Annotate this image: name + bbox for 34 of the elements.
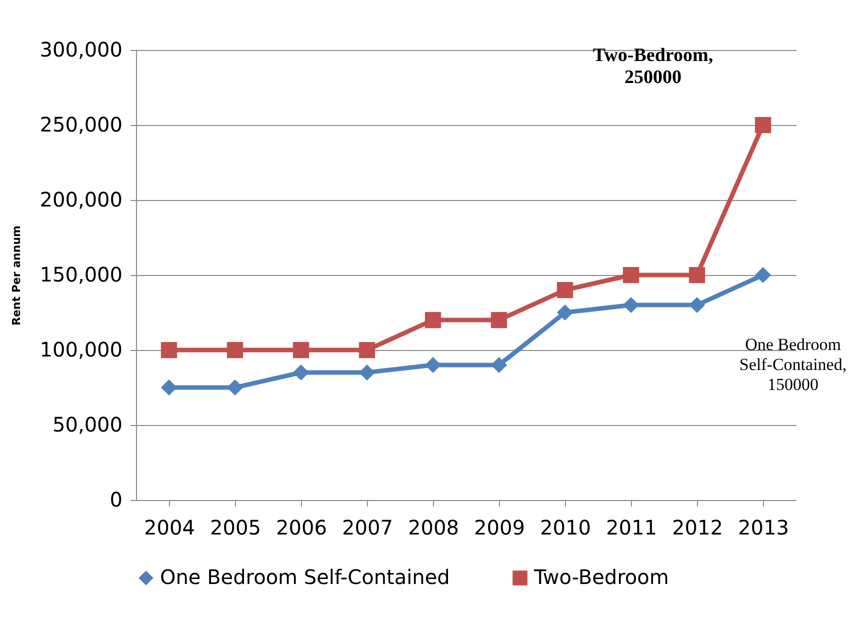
y-tick-label: 0	[110, 488, 122, 512]
y-axis-title: Rent Per annum	[10, 225, 23, 326]
x-tick-label: 2009	[474, 516, 525, 540]
x-tick-label: 2011	[606, 516, 657, 540]
legend-label: Two-Bedroom	[533, 565, 669, 589]
annotation: One Bedroom Self-Contained, 150000	[739, 335, 847, 394]
y-tick-label: 100,000	[40, 338, 122, 362]
point	[556, 282, 574, 298]
point	[688, 266, 706, 284]
y-tick-label: 300,000	[40, 38, 122, 62]
x-tick-label: 2004	[144, 516, 195, 540]
point	[622, 266, 640, 284]
y-tick-label: 200,000	[40, 188, 122, 212]
x-tick-label: 2005	[210, 516, 261, 540]
annotation: Two-Bedroom, 250000	[592, 45, 714, 88]
y-tick-label: 250,000	[40, 112, 122, 136]
point	[556, 304, 574, 321]
legend-label: One Bedroom Self-Contained	[160, 565, 450, 589]
point	[160, 342, 178, 358]
point	[754, 116, 772, 134]
x-tick-label: 2008	[408, 516, 459, 540]
y-tick-label: 50,000	[52, 412, 122, 436]
x-tick-label: 2007	[342, 516, 393, 540]
x-tick-label: 2010	[540, 516, 591, 540]
x-tick-label: 2006	[276, 516, 327, 540]
point	[358, 342, 376, 358]
x-tick-label: 2013	[738, 516, 789, 540]
point	[226, 342, 244, 358]
point	[754, 266, 772, 284]
y-tick-label: 150,000	[40, 262, 122, 286]
point	[424, 312, 442, 328]
point	[490, 312, 508, 328]
x-tick-label: 2012	[672, 516, 723, 540]
point	[292, 342, 310, 358]
